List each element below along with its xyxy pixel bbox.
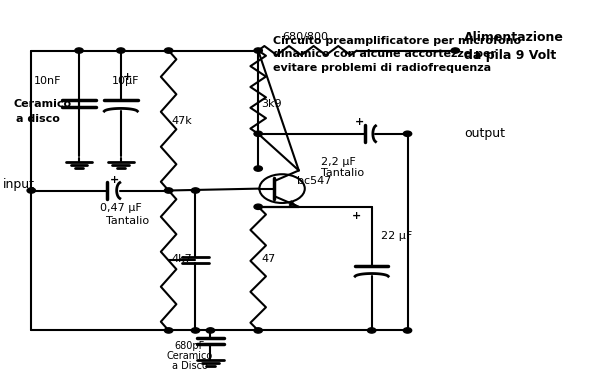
Text: a disco: a disco (16, 114, 60, 124)
Text: 47: 47 (261, 254, 275, 264)
Circle shape (254, 48, 262, 53)
Circle shape (164, 328, 173, 333)
Circle shape (75, 48, 83, 53)
Text: evitare problemi di radiofrequenza: evitare problemi di radiofrequenza (273, 62, 491, 72)
Text: 680pF: 680pF (175, 341, 205, 351)
Text: +: + (110, 175, 119, 185)
Circle shape (164, 188, 173, 193)
Circle shape (191, 188, 200, 193)
Text: bc547: bc547 (297, 176, 331, 186)
Text: Tantalio: Tantalio (321, 168, 364, 178)
Text: 47k: 47k (172, 115, 193, 125)
Text: Ceramico: Ceramico (166, 351, 212, 361)
Text: +: + (355, 117, 364, 126)
Circle shape (254, 131, 262, 136)
Text: +: + (352, 211, 361, 221)
Text: 680/800: 680/800 (282, 32, 328, 42)
Text: +: + (124, 72, 133, 82)
Text: 22 µF: 22 µF (380, 231, 412, 241)
Text: Alimentazione: Alimentazione (464, 31, 564, 44)
Text: da pila 9 Volt: da pila 9 Volt (464, 49, 556, 62)
Text: input: input (3, 178, 35, 191)
Text: 2,2 µF: 2,2 µF (321, 157, 356, 167)
Text: a Disco: a Disco (172, 361, 208, 371)
Circle shape (116, 48, 125, 53)
Text: 10nF: 10nF (34, 76, 62, 86)
Text: output: output (464, 127, 505, 140)
Circle shape (191, 328, 200, 333)
Circle shape (27, 188, 35, 193)
Circle shape (164, 48, 173, 53)
Circle shape (403, 328, 412, 333)
Circle shape (206, 328, 215, 333)
Text: 0,47 µF: 0,47 µF (100, 203, 142, 213)
Circle shape (254, 204, 262, 210)
Circle shape (254, 328, 262, 333)
Text: Ceramico: Ceramico (13, 99, 71, 109)
Text: dinamico con alcune accortezze per: dinamico con alcune accortezze per (273, 50, 496, 59)
Circle shape (451, 48, 460, 53)
Text: Circuito preamplificatore per microfono: Circuito preamplificatore per microfono (273, 36, 521, 46)
Circle shape (254, 166, 262, 171)
Text: 10µF: 10µF (112, 76, 139, 86)
Text: Tantalio: Tantalio (106, 216, 149, 226)
Text: 3k9: 3k9 (261, 99, 282, 109)
Circle shape (367, 328, 376, 333)
Circle shape (403, 131, 412, 136)
Text: 4k7: 4k7 (172, 254, 193, 264)
